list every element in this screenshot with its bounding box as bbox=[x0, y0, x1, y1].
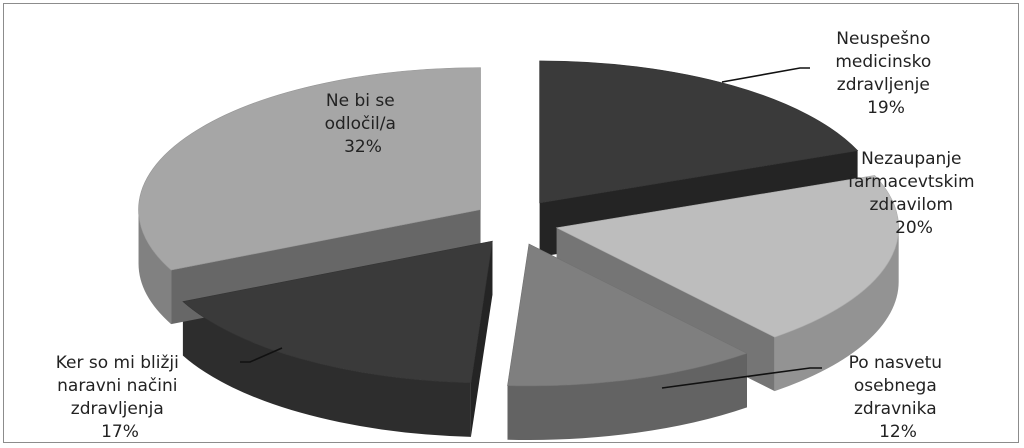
slice-2-top bbox=[507, 243, 748, 387]
slice-label-3: Ker so mi bližji naravni načini zdravlje… bbox=[56, 353, 185, 442]
slice-3-top bbox=[182, 240, 493, 384]
slice-label-1-percent: 20% bbox=[895, 218, 933, 238]
slice-label-1: Nezaupanje farmacevtskim zdravilom 20% bbox=[848, 149, 980, 238]
leader-lines bbox=[240, 67, 822, 389]
leader-line-0 bbox=[721, 67, 810, 83]
slice-label-2-percent: 12% bbox=[879, 422, 917, 442]
slice-label-1-line-1: farmacevtskim bbox=[848, 172, 975, 192]
slice-label-4: Ne bi se odločil/a 32% bbox=[325, 91, 402, 157]
slice-label-2-line-2: zdravnika bbox=[854, 399, 937, 419]
slice-4-outer-wall bbox=[138, 209, 172, 325]
slice-label-4-line-0: Ne bi se bbox=[326, 91, 395, 111]
slice-label-4-percent: 32% bbox=[344, 137, 382, 157]
slice-label-0-percent: 19% bbox=[867, 98, 905, 118]
slice-label-0-line-1: medicinsko bbox=[835, 52, 931, 72]
slice-label-1-line-2: zdravilom bbox=[870, 195, 954, 215]
slice-label-1-line-0: Nezaupanje bbox=[861, 149, 961, 169]
slice-label-3-percent: 17% bbox=[101, 422, 139, 442]
slice-label-3-line-2: zdravljenja bbox=[71, 399, 164, 419]
slice-3-outer-wall bbox=[182, 301, 471, 437]
slice-2-outer-wall bbox=[507, 353, 747, 440]
slice-0-top bbox=[539, 60, 859, 204]
leader-line-2 bbox=[661, 367, 822, 389]
slice-tops bbox=[138, 60, 899, 387]
slice-label-0: Neuspešno medicinsko zdravljenje 19% bbox=[835, 29, 936, 118]
slice-label-0-line-2: zdravljenje bbox=[837, 75, 930, 95]
slice-4-top bbox=[138, 67, 481, 271]
slice-label-4-line-1: odločil/a bbox=[325, 114, 396, 134]
slice-1-top bbox=[555, 175, 899, 338]
leader-line-3 bbox=[240, 347, 283, 363]
slice-label-0-line-0: Neuspešno bbox=[836, 29, 930, 49]
slice-label-2: Po nasvetu osebnega zdravnika 12% bbox=[849, 353, 948, 442]
slice-label-2-line-0: Po nasvetu bbox=[849, 353, 942, 373]
slice-label-3-line-1: naravni načini bbox=[57, 376, 177, 396]
slice-label-2-line-1: osebnega bbox=[854, 376, 937, 396]
slice-label-3-line-0: Ker so mi bližji bbox=[56, 353, 179, 373]
